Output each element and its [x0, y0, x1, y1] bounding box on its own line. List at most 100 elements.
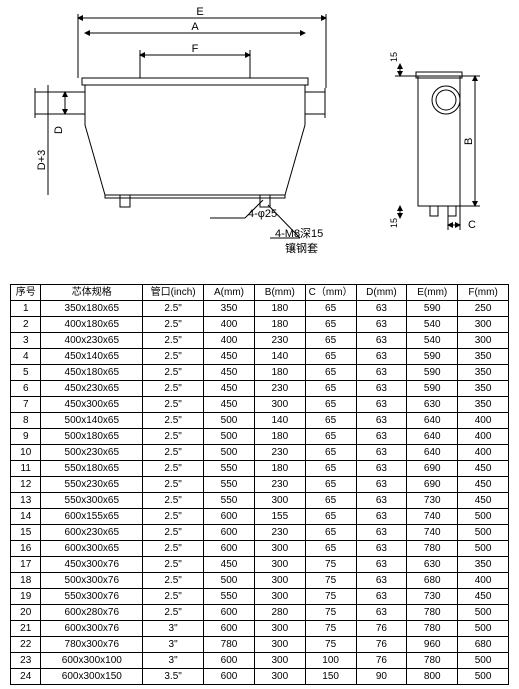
table-cell: 65: [305, 477, 356, 493]
dim-B: B: [463, 138, 475, 145]
table-cell: 300: [254, 573, 305, 589]
table-cell: 550: [204, 461, 255, 477]
table-cell: 590: [407, 365, 458, 381]
table-cell: 65: [305, 429, 356, 445]
table-cell: 500: [458, 653, 509, 669]
table-row: 15600x230x652.5"6002306563740500: [11, 525, 509, 541]
table-cell: 680: [407, 573, 458, 589]
table-cell: 680: [458, 637, 509, 653]
table-cell: 65: [305, 365, 356, 381]
table-cell: 65: [305, 413, 356, 429]
offset-top: 15: [389, 52, 399, 62]
table-cell: 75: [305, 621, 356, 637]
table-cell: 500x140x65: [41, 413, 143, 429]
table-cell: 11: [11, 461, 41, 477]
table-cell: 540: [407, 317, 458, 333]
table-cell: 300: [254, 637, 305, 653]
table-cell: 300: [254, 397, 305, 413]
table-cell: 780x300x76: [41, 637, 143, 653]
table-cell: 500: [204, 429, 255, 445]
table-cell: 10: [11, 445, 41, 461]
table-cell: 550: [204, 477, 255, 493]
table-cell: 13: [11, 493, 41, 509]
table-cell: 450: [458, 493, 509, 509]
thread-note: 4-M8深15: [275, 227, 323, 240]
col-header: B(mm): [254, 285, 305, 301]
table-cell: 75: [305, 589, 356, 605]
table-cell: 76: [356, 637, 407, 653]
table-cell: 2.5": [143, 349, 204, 365]
table-cell: 65: [305, 349, 356, 365]
table-row: 9500x180x652.5"5001806563640400: [11, 429, 509, 445]
table-cell: 63: [356, 461, 407, 477]
table-cell: 6: [11, 381, 41, 397]
table-cell: 65: [305, 541, 356, 557]
table-cell: 450: [458, 477, 509, 493]
table-cell: 300: [458, 317, 509, 333]
table-cell: 3.5": [143, 669, 204, 685]
dim-D3: D+3: [36, 150, 48, 171]
table-cell: 600x300x150: [41, 669, 143, 685]
table-cell: 400: [458, 429, 509, 445]
table-cell: 450: [204, 381, 255, 397]
table-cell: 300: [254, 589, 305, 605]
col-header: E(mm): [407, 285, 458, 301]
table-cell: 500: [458, 605, 509, 621]
table-row: 20600x280x762.5"6002807563780500: [11, 605, 509, 621]
table-row: 3400x230x652.5"4002306563540300: [11, 333, 509, 349]
table-cell: 3": [143, 621, 204, 637]
table-cell: 730: [407, 589, 458, 605]
table-cell: 14: [11, 509, 41, 525]
table-cell: 540: [407, 333, 458, 349]
table-row: 23600x300x1003"60030010076780500: [11, 653, 509, 669]
table-row: 2400x180x652.5"4001806563540300: [11, 317, 509, 333]
table-cell: 800: [407, 669, 458, 685]
table-cell: 2: [11, 317, 41, 333]
table-cell: 550: [204, 493, 255, 509]
table-cell: 450x230x65: [41, 381, 143, 397]
table-cell: 690: [407, 477, 458, 493]
spec-table: 序号芯体规格管口(inch)A(mm)B(mm)C（mm）D(mm)E(mm)F…: [10, 284, 509, 685]
table-row: 16600x300x652.5"6003006563780500: [11, 541, 509, 557]
drawing-svg: E A F D+3 D 4-φ25 4-M8深15 镶钢套 B: [0, 0, 519, 280]
table-cell: 180: [254, 317, 305, 333]
col-header: A(mm): [204, 285, 255, 301]
table-cell: 63: [356, 477, 407, 493]
table-cell: 180: [254, 429, 305, 445]
table-row: 13550x300x652.5"5503006563730450: [11, 493, 509, 509]
table-cell: 76: [356, 621, 407, 637]
spec-table-container: 序号芯体规格管口(inch)A(mm)B(mm)C（mm）D(mm)E(mm)F…: [0, 280, 519, 689]
table-cell: 180: [254, 301, 305, 317]
table-cell: 2.5": [143, 333, 204, 349]
table-cell: 2.5": [143, 509, 204, 525]
table-cell: 3": [143, 653, 204, 669]
table-cell: 400: [458, 413, 509, 429]
table-cell: 350: [204, 301, 255, 317]
table-cell: 140: [254, 349, 305, 365]
table-cell: 100: [305, 653, 356, 669]
table-cell: 500: [458, 669, 509, 685]
table-cell: 590: [407, 301, 458, 317]
table-row: 6450x230x652.5"4502306563590350: [11, 381, 509, 397]
table-cell: 550x180x65: [41, 461, 143, 477]
table-cell: 2.5": [143, 365, 204, 381]
col-header: D(mm): [356, 285, 407, 301]
table-cell: 65: [305, 333, 356, 349]
table-row: 7450x300x652.5"4503006563630350: [11, 397, 509, 413]
table-cell: 75: [305, 637, 356, 653]
table-cell: 230: [254, 525, 305, 541]
table-cell: 180: [254, 365, 305, 381]
table-cell: 23: [11, 653, 41, 669]
table-cell: 780: [204, 637, 255, 653]
table-cell: 550: [204, 589, 255, 605]
table-cell: 450: [204, 397, 255, 413]
table-cell: 600x280x76: [41, 605, 143, 621]
table-cell: 400x230x65: [41, 333, 143, 349]
table-cell: 63: [356, 557, 407, 573]
table-header-row: 序号芯体规格管口(inch)A(mm)B(mm)C（mm）D(mm)E(mm)F…: [11, 285, 509, 301]
table-cell: 180: [254, 461, 305, 477]
table-row: 14600x155x652.5"6001556563740500: [11, 509, 509, 525]
col-header: F(mm): [458, 285, 509, 301]
table-cell: 75: [305, 573, 356, 589]
table-cell: 450x140x65: [41, 349, 143, 365]
